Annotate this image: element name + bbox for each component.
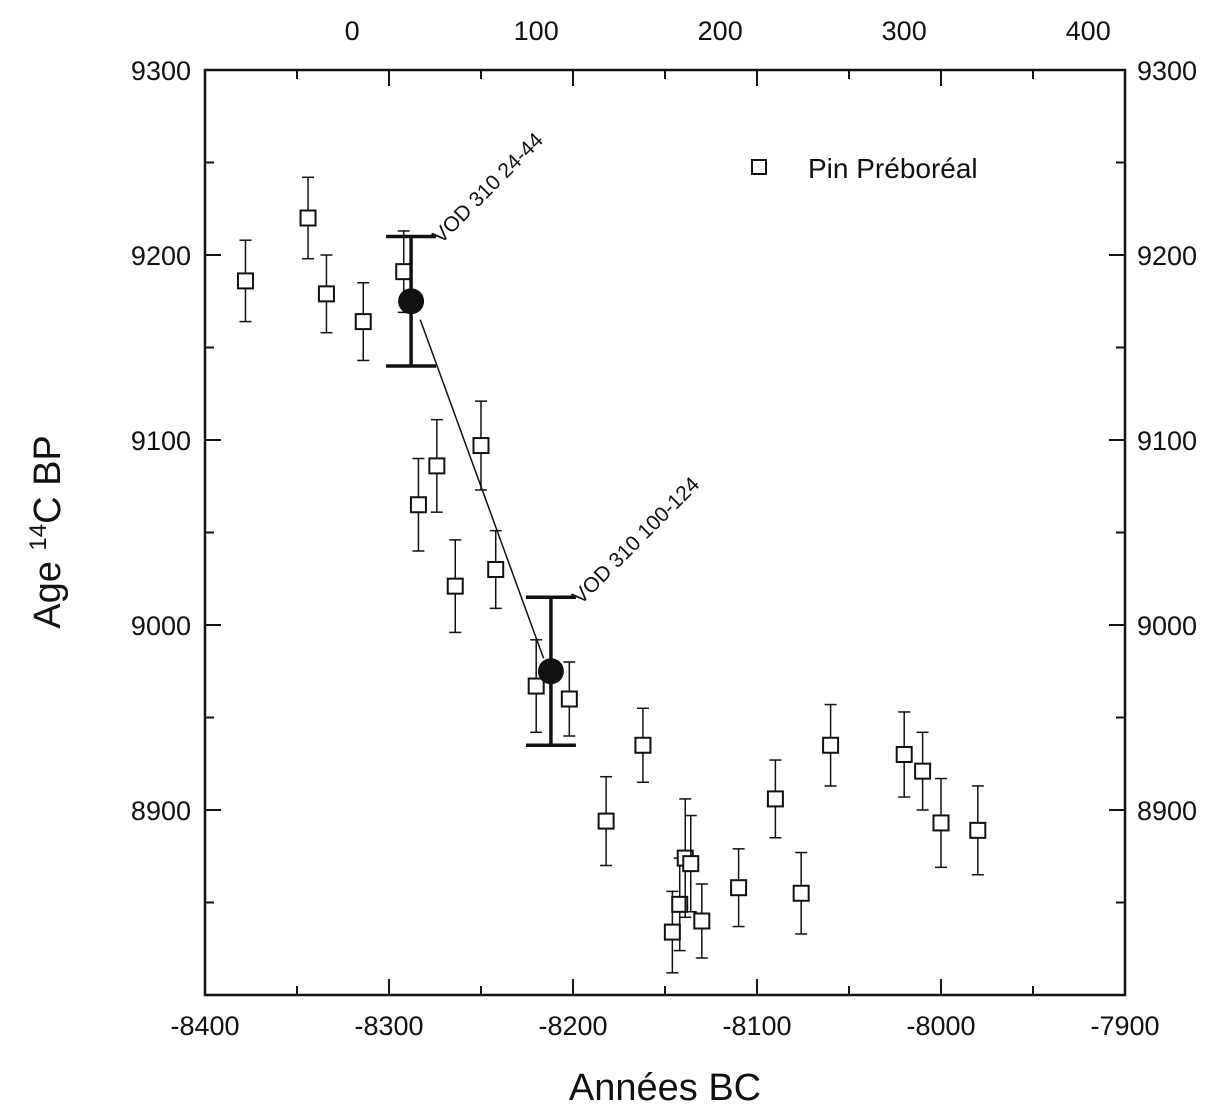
data-point [428,457,446,475]
top-axis-tick-label: 0 [345,16,360,46]
data-point [527,677,545,695]
y-axis-title-superscript: 14 [25,524,52,551]
labels-layer: -8400 -8300 -8200 -8100 -8000 -7900 0 100 200 300… [131,16,1197,1041]
y-tick-label: 8900 [131,796,191,826]
data-point [969,821,987,839]
y-axis-title-prefix: Age [27,551,69,629]
legend-marker [751,159,767,175]
data-point [236,272,254,290]
data-point [693,912,711,930]
data-point [671,895,689,913]
top-axis-tick-label: 300 [882,16,927,46]
vod-point [537,658,564,685]
data-point [317,285,335,303]
data-point [634,736,652,754]
top-axis-tick-label: 200 [698,16,743,46]
data-point [766,790,784,808]
y-tick-label-right: 9000 [1137,611,1197,641]
vod-annotation: VOD 310 100-124 [568,473,704,609]
x-tick-label: -8300 [354,1011,423,1041]
data-point [560,690,578,708]
y-axis-title-suffix: C BP [27,435,69,524]
top-axis-tick-label: 100 [514,16,559,46]
data-point [792,884,810,902]
data-point [663,923,681,941]
data-point [597,812,615,830]
y-tick-label: 9100 [131,426,191,456]
y-tick-label: 9000 [131,611,191,641]
legend-label: Pin Préboréal [808,153,978,184]
y-tick-label: 9200 [131,241,191,271]
y-tick-label-right: 9200 [1137,241,1197,271]
top-axis-tick-label: 400 [1066,16,1111,46]
vod-point [398,288,425,315]
vod-annotation: VOD 310 24-44 [428,128,548,248]
data-point [730,879,748,897]
data-point [932,814,950,832]
x-tick-label: -8200 [538,1011,607,1041]
y-tick-label: 9300 [131,56,191,86]
data-point [895,746,913,763]
data-point [914,762,932,780]
connector-line [419,319,545,659]
y-tick-label-right: 9300 [1137,56,1197,86]
data-point [409,496,427,514]
x-tick-label: -8000 [906,1011,975,1041]
data-point [822,736,840,754]
data-point [395,263,413,281]
y-axis-title: Age 14C BP [25,435,69,629]
x-tick-label: -7900 [1090,1011,1159,1041]
plot-frame [203,68,1127,997]
ticks-layer [204,69,1126,995]
data-point [354,313,372,331]
legend: Pin Préboréal [751,153,978,184]
data-point [446,577,464,595]
marks-layer [236,176,987,974]
data-point [682,855,700,873]
data-point [472,437,490,455]
data-point [487,561,505,578]
x-tick-label: -8100 [722,1011,791,1041]
x-axis-title: Années BC [569,1067,761,1109]
x-tick-label: -8400 [170,1011,239,1041]
y-tick-label-right: 8900 [1137,796,1197,826]
y-tick-label-right: 9100 [1137,426,1197,456]
data-point [299,209,317,227]
